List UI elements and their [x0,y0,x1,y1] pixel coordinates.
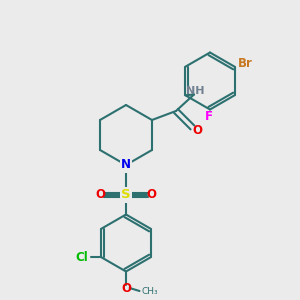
Text: NH: NH [186,86,205,96]
Text: O: O [95,188,106,202]
Text: O: O [121,281,131,295]
Text: O: O [146,188,157,202]
Text: N: N [121,158,131,172]
Text: F: F [205,110,212,124]
Text: Cl: Cl [75,251,88,264]
Text: Br: Br [238,57,253,70]
Text: CH₃: CH₃ [141,286,158,296]
Text: O: O [192,124,202,137]
Text: S: S [121,188,131,202]
